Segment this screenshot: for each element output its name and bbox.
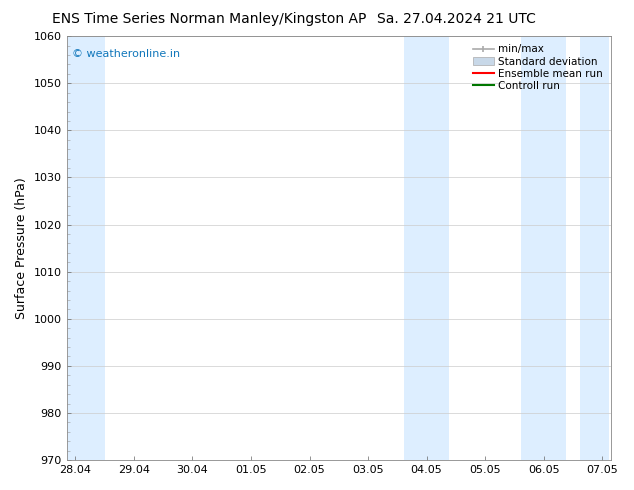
Bar <box>404 36 449 460</box>
Bar <box>580 36 609 460</box>
Text: Sa. 27.04.2024 21 UTC: Sa. 27.04.2024 21 UTC <box>377 12 536 26</box>
Text: © weatheronline.in: © weatheronline.in <box>72 49 180 59</box>
Bar <box>68 36 105 460</box>
Y-axis label: Surface Pressure (hPa): Surface Pressure (hPa) <box>15 177 28 319</box>
Bar <box>522 36 566 460</box>
Legend: min/max, Standard deviation, Ensemble mean run, Controll run: min/max, Standard deviation, Ensemble me… <box>470 41 606 94</box>
Text: ENS Time Series Norman Manley/Kingston AP: ENS Time Series Norman Manley/Kingston A… <box>52 12 366 26</box>
